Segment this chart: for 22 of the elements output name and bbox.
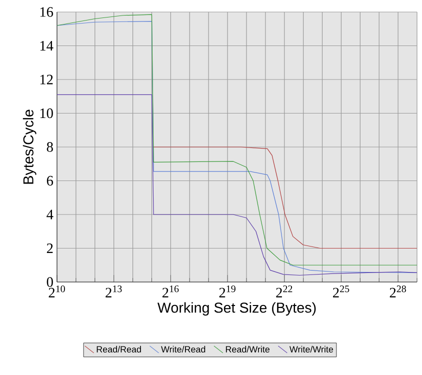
y-tick-label: 0: [46, 277, 53, 287]
x-tick-label: 2$^{10}$: [48, 286, 65, 298]
y-axis-title: Bytes/Cycle: [22, 110, 36, 184]
x-tick-label: 2$^{28}$: [390, 286, 406, 298]
y-tick-label: 8: [46, 142, 53, 152]
legend-label: Read/Write: [226, 346, 270, 353]
x-tick-label: 2$^{19}$: [219, 286, 236, 298]
x-axis-title: Working Set Size (Bytes): [157, 302, 316, 316]
y-tick-label: 2: [46, 244, 53, 253]
y-tick-label: 4: [46, 210, 54, 220]
y-tick-label: 12: [40, 74, 53, 84]
y-tick-label: 10: [40, 108, 53, 118]
legend-label: Read/Read: [96, 346, 141, 353]
legend-label: Write/Write: [289, 346, 334, 353]
y-tick-label: 6: [46, 176, 54, 186]
y-tick-label: 16: [40, 7, 54, 17]
x-tick-label: 2$^{16}$: [162, 286, 179, 298]
x-tick-label: 2$^{25}$: [333, 286, 350, 298]
legend-label: Write/Read: [161, 346, 206, 353]
x-tick-label: 2$^{22}$: [276, 286, 292, 298]
y-tick-label: 14: [40, 41, 54, 50]
x-tick-label: 2$^{13}$: [106, 286, 122, 298]
